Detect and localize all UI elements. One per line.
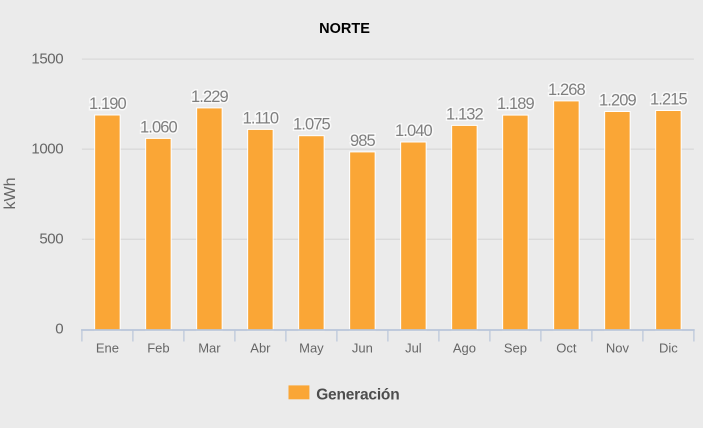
svg-text:1000: 1000 xyxy=(31,140,63,157)
svg-text:Dic: Dic xyxy=(659,341,678,356)
svg-text:Nov: Nov xyxy=(606,341,630,356)
svg-text:Abr: Abr xyxy=(250,341,271,356)
svg-text:Sep: Sep xyxy=(504,341,527,356)
svg-text:1.189: 1.189 xyxy=(497,95,535,113)
svg-text:1.060: 1.060 xyxy=(140,118,178,136)
svg-text:Jun: Jun xyxy=(352,341,373,356)
svg-text:NORTE: NORTE xyxy=(319,21,370,37)
svg-text:1.215: 1.215 xyxy=(650,91,688,109)
svg-text:0: 0 xyxy=(55,321,63,338)
svg-text:1.075: 1.075 xyxy=(293,116,331,134)
svg-text:Generación: Generación xyxy=(316,386,399,403)
svg-text:500: 500 xyxy=(39,231,63,248)
svg-text:Ene: Ene xyxy=(96,341,119,356)
svg-text:1.268: 1.268 xyxy=(548,81,586,99)
svg-text:Oct: Oct xyxy=(556,341,577,356)
svg-text:1.132: 1.132 xyxy=(446,105,484,123)
svg-text:1.040: 1.040 xyxy=(395,122,433,140)
svg-text:Ago: Ago xyxy=(453,341,476,356)
svg-text:May: May xyxy=(299,341,324,356)
svg-text:1.209: 1.209 xyxy=(599,92,637,110)
svg-text:Feb: Feb xyxy=(147,341,169,356)
svg-text:1500: 1500 xyxy=(31,50,63,67)
svg-text:1.110: 1.110 xyxy=(243,109,279,127)
svg-text:1.190: 1.190 xyxy=(89,95,127,113)
svg-text:1.229: 1.229 xyxy=(191,88,229,106)
svg-text:kWh: kWh xyxy=(2,178,19,210)
svg-text:Mar: Mar xyxy=(198,341,221,356)
svg-text:985: 985 xyxy=(350,132,376,150)
svg-text:Jul: Jul xyxy=(405,341,422,356)
